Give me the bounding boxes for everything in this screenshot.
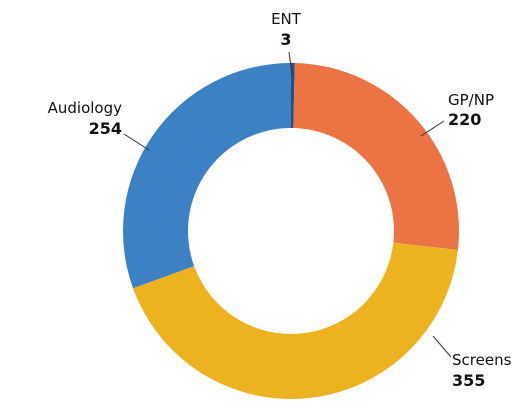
leader-line [123,133,150,151]
slice-label: GP/NP [448,91,494,109]
leader-line [432,335,452,358]
slice-label: ENT [271,10,302,28]
slice-label: Audiology [48,99,123,117]
slice-value: 220 [448,110,481,129]
donut-slice [291,63,295,129]
slice-value: 3 [280,30,291,49]
slice-value: 254 [89,119,122,138]
donut-slice [133,242,458,400]
slice-label: Screens [452,351,512,369]
leader-line [288,51,293,75]
leader-line [420,120,445,137]
slice-value: 355 [452,371,485,390]
donut-slice [122,63,292,289]
donut-slice [293,63,460,250]
